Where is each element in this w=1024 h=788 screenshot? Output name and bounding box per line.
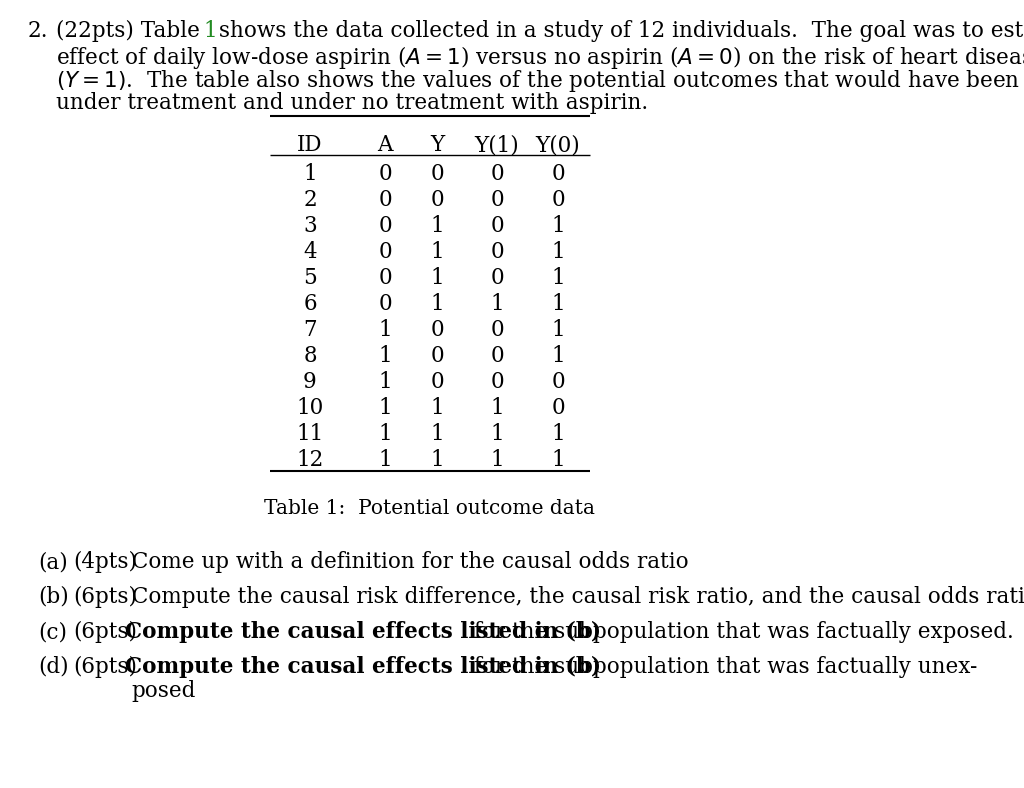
Text: 1: 1 — [378, 423, 392, 445]
Text: 1: 1 — [378, 449, 392, 471]
Text: 0: 0 — [551, 189, 565, 211]
Text: (6pts): (6pts) — [73, 656, 137, 678]
Text: effect of daily low-dose aspirin ($A = 1$) versus no aspirin ($A = 0$) on the ri: effect of daily low-dose aspirin ($A = 1… — [56, 44, 1024, 71]
Text: 0: 0 — [378, 163, 392, 185]
Text: 0: 0 — [430, 163, 443, 185]
Text: 0: 0 — [430, 189, 443, 211]
Text: (22pts) Table: (22pts) Table — [56, 20, 207, 42]
Text: $(Y = 1)$.  The table also shows the values of the potential outcomes that would: $(Y = 1)$. The table also shows the valu… — [56, 68, 1024, 94]
Text: 0: 0 — [490, 163, 504, 185]
Text: 0: 0 — [490, 267, 504, 289]
Text: Compute the causal effects listed in (b): Compute the causal effects listed in (b) — [125, 656, 601, 678]
Text: 1: 1 — [430, 267, 443, 289]
Text: 0: 0 — [551, 163, 565, 185]
Text: for the subpopulation that was factually unex-: for the subpopulation that was factually… — [467, 656, 977, 678]
Text: 0: 0 — [430, 319, 443, 341]
Text: Y(0): Y(0) — [536, 134, 581, 156]
Text: Compute the causal effects listed in (b): Compute the causal effects listed in (b) — [125, 621, 601, 643]
Text: for the subpopulation that was factually exposed.: for the subpopulation that was factually… — [467, 621, 1014, 643]
Text: 11: 11 — [296, 423, 324, 445]
Text: shows the data collected in a study of 12 individuals.  The goal was to estimate: shows the data collected in a study of 1… — [212, 20, 1024, 42]
Text: 2: 2 — [303, 189, 316, 211]
Text: under treatment and under no treatment with aspirin.: under treatment and under no treatment w… — [56, 92, 648, 114]
Text: (c): (c) — [38, 621, 67, 643]
Text: 4: 4 — [303, 241, 316, 263]
Text: 1: 1 — [551, 449, 565, 471]
Text: 5: 5 — [303, 267, 316, 289]
Text: 9: 9 — [303, 371, 316, 393]
Text: 1: 1 — [303, 163, 316, 185]
Text: (6pts): (6pts) — [73, 586, 137, 608]
Text: 0: 0 — [378, 241, 392, 263]
Text: 0: 0 — [490, 345, 504, 367]
Text: 6: 6 — [303, 293, 316, 315]
Text: 3: 3 — [303, 215, 316, 237]
Text: 0: 0 — [490, 189, 504, 211]
Text: 1: 1 — [378, 319, 392, 341]
Text: (a): (a) — [38, 551, 68, 573]
Text: 1: 1 — [378, 345, 392, 367]
Text: 1: 1 — [551, 319, 565, 341]
Text: 0: 0 — [378, 215, 392, 237]
Text: Y(1): Y(1) — [475, 134, 519, 156]
Text: 1: 1 — [430, 449, 443, 471]
Text: 7: 7 — [303, 319, 316, 341]
Text: 0: 0 — [490, 241, 504, 263]
Text: posed: posed — [131, 680, 196, 702]
Text: 2.: 2. — [28, 20, 48, 42]
Text: 1: 1 — [203, 20, 217, 42]
Text: 1: 1 — [490, 449, 504, 471]
Text: 1: 1 — [430, 241, 443, 263]
Text: 1: 1 — [490, 293, 504, 315]
Text: (4pts): (4pts) — [73, 551, 137, 573]
Text: 0: 0 — [378, 189, 392, 211]
Text: 1: 1 — [490, 423, 504, 445]
Text: Y: Y — [430, 134, 444, 156]
Text: 10: 10 — [296, 397, 324, 419]
Text: 0: 0 — [430, 345, 443, 367]
Text: 1: 1 — [551, 267, 565, 289]
Text: 1: 1 — [490, 397, 504, 419]
Text: 0: 0 — [551, 397, 565, 419]
Text: Table 1:  Potential outcome data: Table 1: Potential outcome data — [264, 499, 596, 518]
Text: (b): (b) — [38, 586, 69, 608]
Text: 0: 0 — [490, 215, 504, 237]
Text: 0: 0 — [551, 371, 565, 393]
Text: 0: 0 — [490, 319, 504, 341]
Text: Come up with a definition for the causal odds ratio: Come up with a definition for the causal… — [125, 551, 688, 573]
Text: 0: 0 — [430, 371, 443, 393]
Text: 0: 0 — [378, 293, 392, 315]
Text: 1: 1 — [378, 371, 392, 393]
Text: 0: 0 — [490, 371, 504, 393]
Text: 1: 1 — [430, 293, 443, 315]
Text: 1: 1 — [430, 397, 443, 419]
Text: 0: 0 — [378, 267, 392, 289]
Text: ID: ID — [297, 134, 323, 156]
Text: 12: 12 — [296, 449, 324, 471]
Text: (6pts): (6pts) — [73, 621, 137, 643]
Text: Compute the causal risk difference, the causal risk ratio, and the causal odds r: Compute the causal risk difference, the … — [125, 586, 1024, 608]
Text: 8: 8 — [303, 345, 316, 367]
Text: 1: 1 — [430, 215, 443, 237]
Text: 1: 1 — [378, 397, 392, 419]
Text: 1: 1 — [551, 423, 565, 445]
Text: A: A — [377, 134, 393, 156]
Text: 1: 1 — [551, 241, 565, 263]
Text: (d): (d) — [38, 656, 69, 678]
Text: 1: 1 — [551, 345, 565, 367]
Text: 1: 1 — [551, 215, 565, 237]
Text: 1: 1 — [430, 423, 443, 445]
Text: 1: 1 — [551, 293, 565, 315]
